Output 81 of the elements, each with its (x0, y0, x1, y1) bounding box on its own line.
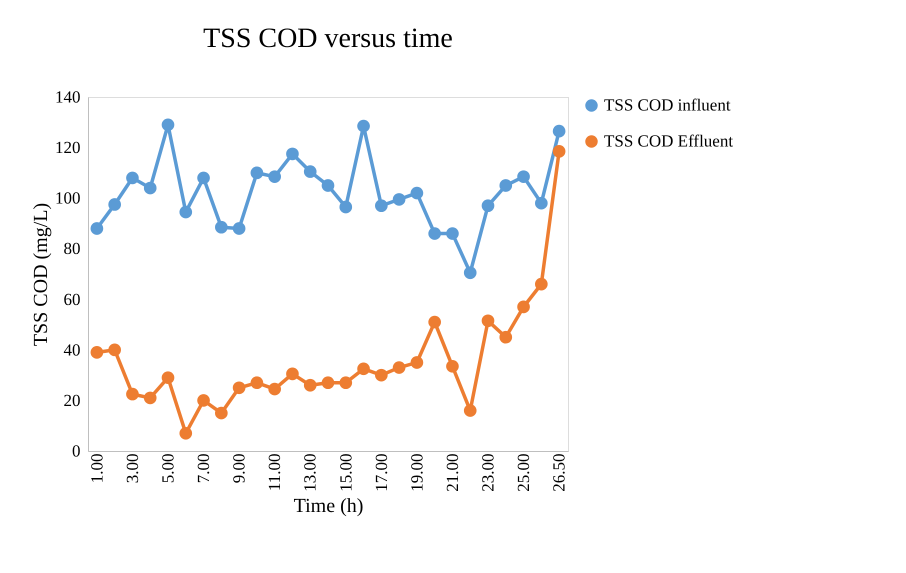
point (464, 266, 477, 280)
point (268, 170, 281, 183)
x-tick-label: 1.00 (87, 454, 106, 484)
y-tick-label: 0 (72, 442, 80, 460)
x-tick-label: 21.00 (442, 454, 462, 492)
point (144, 182, 157, 194)
point (286, 368, 299, 380)
point (375, 199, 388, 212)
point (446, 360, 459, 373)
point (90, 346, 104, 359)
y-tick-label: 20 (64, 390, 80, 410)
x-tick-label: 15.00 (336, 454, 356, 492)
point (339, 376, 352, 390)
point (179, 206, 192, 218)
point (357, 120, 370, 132)
point (428, 316, 441, 328)
point (517, 170, 530, 183)
y-tick-label: 140 (55, 88, 80, 106)
x-tick-label: 11.00 (265, 454, 284, 492)
point (108, 344, 121, 356)
point (179, 426, 192, 440)
point (108, 198, 121, 211)
point (410, 186, 424, 200)
point (232, 222, 246, 235)
legend-label: TSS COD Effluent (604, 132, 734, 150)
point (304, 165, 317, 178)
point (375, 368, 388, 382)
point (215, 406, 228, 420)
point (392, 361, 406, 374)
point (162, 371, 174, 384)
point (552, 124, 566, 138)
y-tick-label: 120 (55, 138, 80, 158)
x-tick-label: 26.50 (550, 454, 569, 492)
legend-label: TSS COD influent (604, 96, 731, 114)
point (499, 179, 512, 192)
point (339, 200, 352, 214)
point (446, 227, 459, 240)
x-tick-label: 3.00 (122, 454, 142, 484)
x-tick-label: 7.00 (194, 454, 214, 484)
point (90, 222, 104, 235)
point (482, 199, 494, 212)
point (250, 376, 264, 390)
point (162, 118, 174, 132)
point (517, 300, 530, 314)
point (357, 362, 370, 376)
point (322, 376, 334, 390)
y-tick-label: 60 (64, 290, 80, 309)
point (410, 356, 424, 369)
point (304, 378, 317, 392)
x-tick-label: 13.00 (300, 454, 320, 492)
chart-title: TSS COD versus time (203, 23, 453, 54)
x-tick-label: 25.00 (514, 454, 534, 492)
y-axis-title: TSS COD (mg/L) (30, 202, 52, 346)
point (144, 392, 157, 404)
point (535, 196, 548, 210)
point (197, 172, 210, 184)
y-tick-label: 80 (64, 239, 80, 258)
y-tick-label: 100 (55, 188, 80, 208)
point (215, 220, 228, 234)
point (126, 388, 139, 400)
point (552, 145, 566, 158)
point (268, 382, 281, 396)
x-tick-label: 19.00 (407, 454, 426, 492)
point (482, 314, 494, 328)
point (499, 330, 512, 344)
point (464, 404, 477, 417)
point (232, 381, 246, 394)
x-tick-label: 9.00 (230, 454, 249, 484)
point (250, 166, 264, 180)
point (322, 179, 334, 192)
x-tick-label: 23.00 (478, 454, 498, 492)
y-tick-label: 40 (64, 340, 80, 360)
point (286, 148, 299, 160)
point (428, 227, 441, 240)
point (197, 394, 210, 407)
point (535, 278, 548, 290)
x-axis-title: Time (h) (294, 494, 364, 517)
x-tick-label: 5.00 (158, 454, 178, 484)
point (392, 193, 406, 206)
point (126, 172, 139, 184)
x-tick-label: 17.00 (372, 454, 391, 492)
